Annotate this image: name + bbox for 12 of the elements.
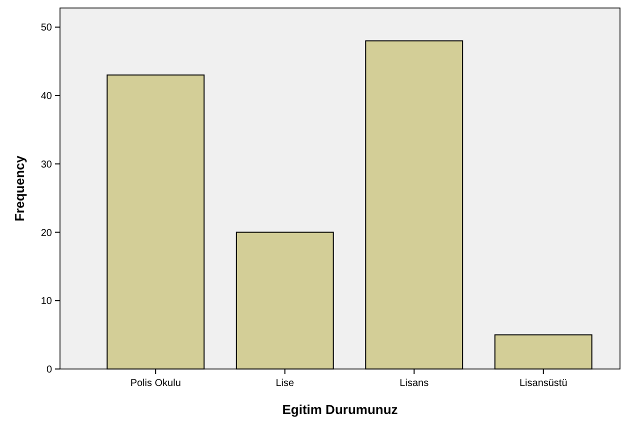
- y-tick-label: 10: [40, 296, 52, 308]
- x-tick-label: Lisansüstü: [519, 378, 568, 389]
- y-tick-label: 50: [40, 22, 52, 34]
- x-tick-label: Lise: [276, 378, 294, 389]
- y-tick-label: 40: [40, 91, 52, 102]
- y-tick-label: 20: [40, 228, 52, 239]
- x-tick-label: Polis Okulu: [130, 378, 181, 389]
- y-axis-title: Frequency: [12, 154, 27, 222]
- y-tick-label: 0: [46, 364, 52, 376]
- x-axis-title: Egitim Durumunuz: [282, 402, 398, 417]
- x-tick-label: Lisans: [400, 378, 429, 389]
- y-tick-label: 30: [40, 159, 52, 170]
